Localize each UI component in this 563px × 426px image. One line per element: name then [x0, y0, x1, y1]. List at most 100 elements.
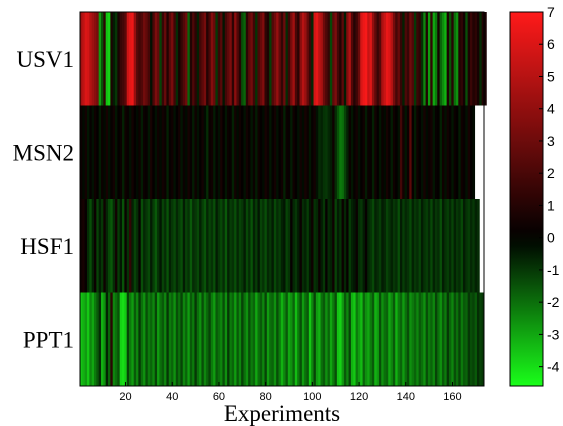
heatmap-cell	[481, 12, 485, 106]
heatmap-cell	[367, 292, 370, 386]
heatmap-cell	[322, 292, 326, 386]
heatmap-cell	[196, 12, 200, 106]
heatmap-cell	[378, 292, 382, 386]
heatmap-cell	[234, 292, 237, 386]
heatmap-cell	[367, 12, 370, 106]
heatmap-cell	[406, 199, 410, 293]
heatmap-cell	[159, 12, 163, 106]
heatmap-cell	[269, 292, 272, 386]
x-tick-label: 20	[119, 391, 131, 403]
heatmap-cell	[371, 105, 375, 199]
heatmap-cell	[320, 199, 324, 293]
heatmap-cell	[257, 199, 261, 293]
heatmap-cell	[138, 199, 142, 293]
colorbar-tick-label: -3	[547, 326, 560, 342]
heatmap-cell	[138, 12, 142, 106]
heatmap-cell	[96, 12, 100, 106]
heatmap-cell	[82, 105, 86, 199]
heatmap-cell	[301, 105, 305, 199]
heatmap-cell	[383, 292, 387, 386]
heatmap-cell	[329, 12, 333, 106]
row-label: USV1	[16, 47, 74, 72]
heatmap-cell	[166, 199, 170, 293]
heatmap-cell	[311, 105, 314, 199]
heatmap-cell	[175, 292, 179, 386]
heatmap-cell	[343, 199, 347, 293]
heatmap-cell	[385, 12, 389, 106]
heatmap-cell	[308, 105, 312, 199]
heatmap-cell	[189, 105, 193, 199]
heatmap-cell	[399, 12, 403, 106]
heatmap-cell	[329, 292, 333, 386]
heatmap-cell	[418, 12, 422, 106]
heatmap-cell	[234, 199, 237, 293]
heatmap-cell	[150, 12, 153, 106]
x-tick-label: 80	[260, 391, 272, 403]
heatmap-cell	[427, 199, 431, 293]
heatmap-cell	[278, 105, 282, 199]
heatmap-cell	[306, 105, 310, 199]
heatmap-cell	[320, 292, 324, 386]
heatmap-cell	[199, 199, 202, 293]
heatmap-cell	[112, 105, 116, 199]
heatmap-cell	[196, 199, 200, 293]
heatmap-cell	[390, 199, 394, 293]
heatmap-cell	[157, 12, 160, 106]
heatmap-cell	[360, 199, 363, 293]
heatmap-cell	[353, 105, 356, 199]
heatmap-cell	[266, 292, 270, 386]
heatmap-cell	[469, 292, 473, 386]
heatmap-cell	[371, 12, 375, 106]
heatmap-cell	[171, 105, 174, 199]
heatmap-cell	[322, 199, 326, 293]
heatmap-cell	[215, 199, 219, 293]
heatmap-cell	[388, 199, 391, 293]
row-label: PPT1	[23, 327, 74, 352]
heatmap-cell	[297, 292, 300, 386]
heatmap-cell	[385, 199, 389, 293]
heatmap-cell	[294, 12, 298, 106]
heatmap-cell	[444, 199, 448, 293]
row-label: MSN2	[13, 140, 74, 165]
heatmap-cell	[315, 105, 319, 199]
x-tick-label: 160	[443, 391, 461, 403]
heatmap-cell	[397, 199, 401, 293]
heatmap-cell	[124, 292, 128, 386]
heatmap-cell	[136, 199, 139, 293]
heatmap-cell	[231, 105, 235, 199]
heatmap-cell	[185, 199, 188, 293]
heatmap-cell	[259, 105, 263, 199]
heatmap-cell	[131, 199, 135, 293]
x-tick-label: 40	[166, 391, 178, 403]
heatmap-cell	[145, 105, 149, 199]
heatmap-cell	[147, 292, 151, 386]
heatmap-cell	[171, 12, 174, 106]
heatmap-cell	[255, 105, 258, 199]
heatmap-cell	[453, 105, 457, 199]
heatmap-cell	[245, 105, 249, 199]
heatmap-cell	[255, 12, 258, 106]
heatmap-cell	[448, 12, 452, 106]
heatmap-cell	[213, 12, 216, 106]
heatmap-cell	[334, 292, 338, 386]
heatmap-cell	[180, 199, 184, 293]
heatmap-cell	[371, 199, 375, 293]
heatmap-cell	[357, 199, 361, 293]
heatmap-cell	[353, 199, 356, 293]
heatmap-cell	[161, 199, 165, 293]
heatmap-cell	[217, 199, 221, 293]
heatmap-cell	[87, 292, 90, 386]
heatmap-cell	[339, 199, 342, 293]
heatmap-cell	[404, 12, 408, 106]
heatmap-cell	[418, 105, 422, 199]
heatmap-cell	[273, 292, 277, 386]
heatmap-cell	[367, 199, 370, 293]
heatmap-cell	[262, 292, 265, 386]
heatmap-cell	[441, 292, 445, 386]
heatmap-cell	[308, 199, 312, 293]
heatmap-cell	[409, 105, 413, 199]
heatmap-cell	[122, 199, 125, 293]
heatmap-cell	[381, 12, 384, 106]
heatmap-cell	[112, 12, 116, 106]
heatmap-cell	[173, 105, 177, 199]
